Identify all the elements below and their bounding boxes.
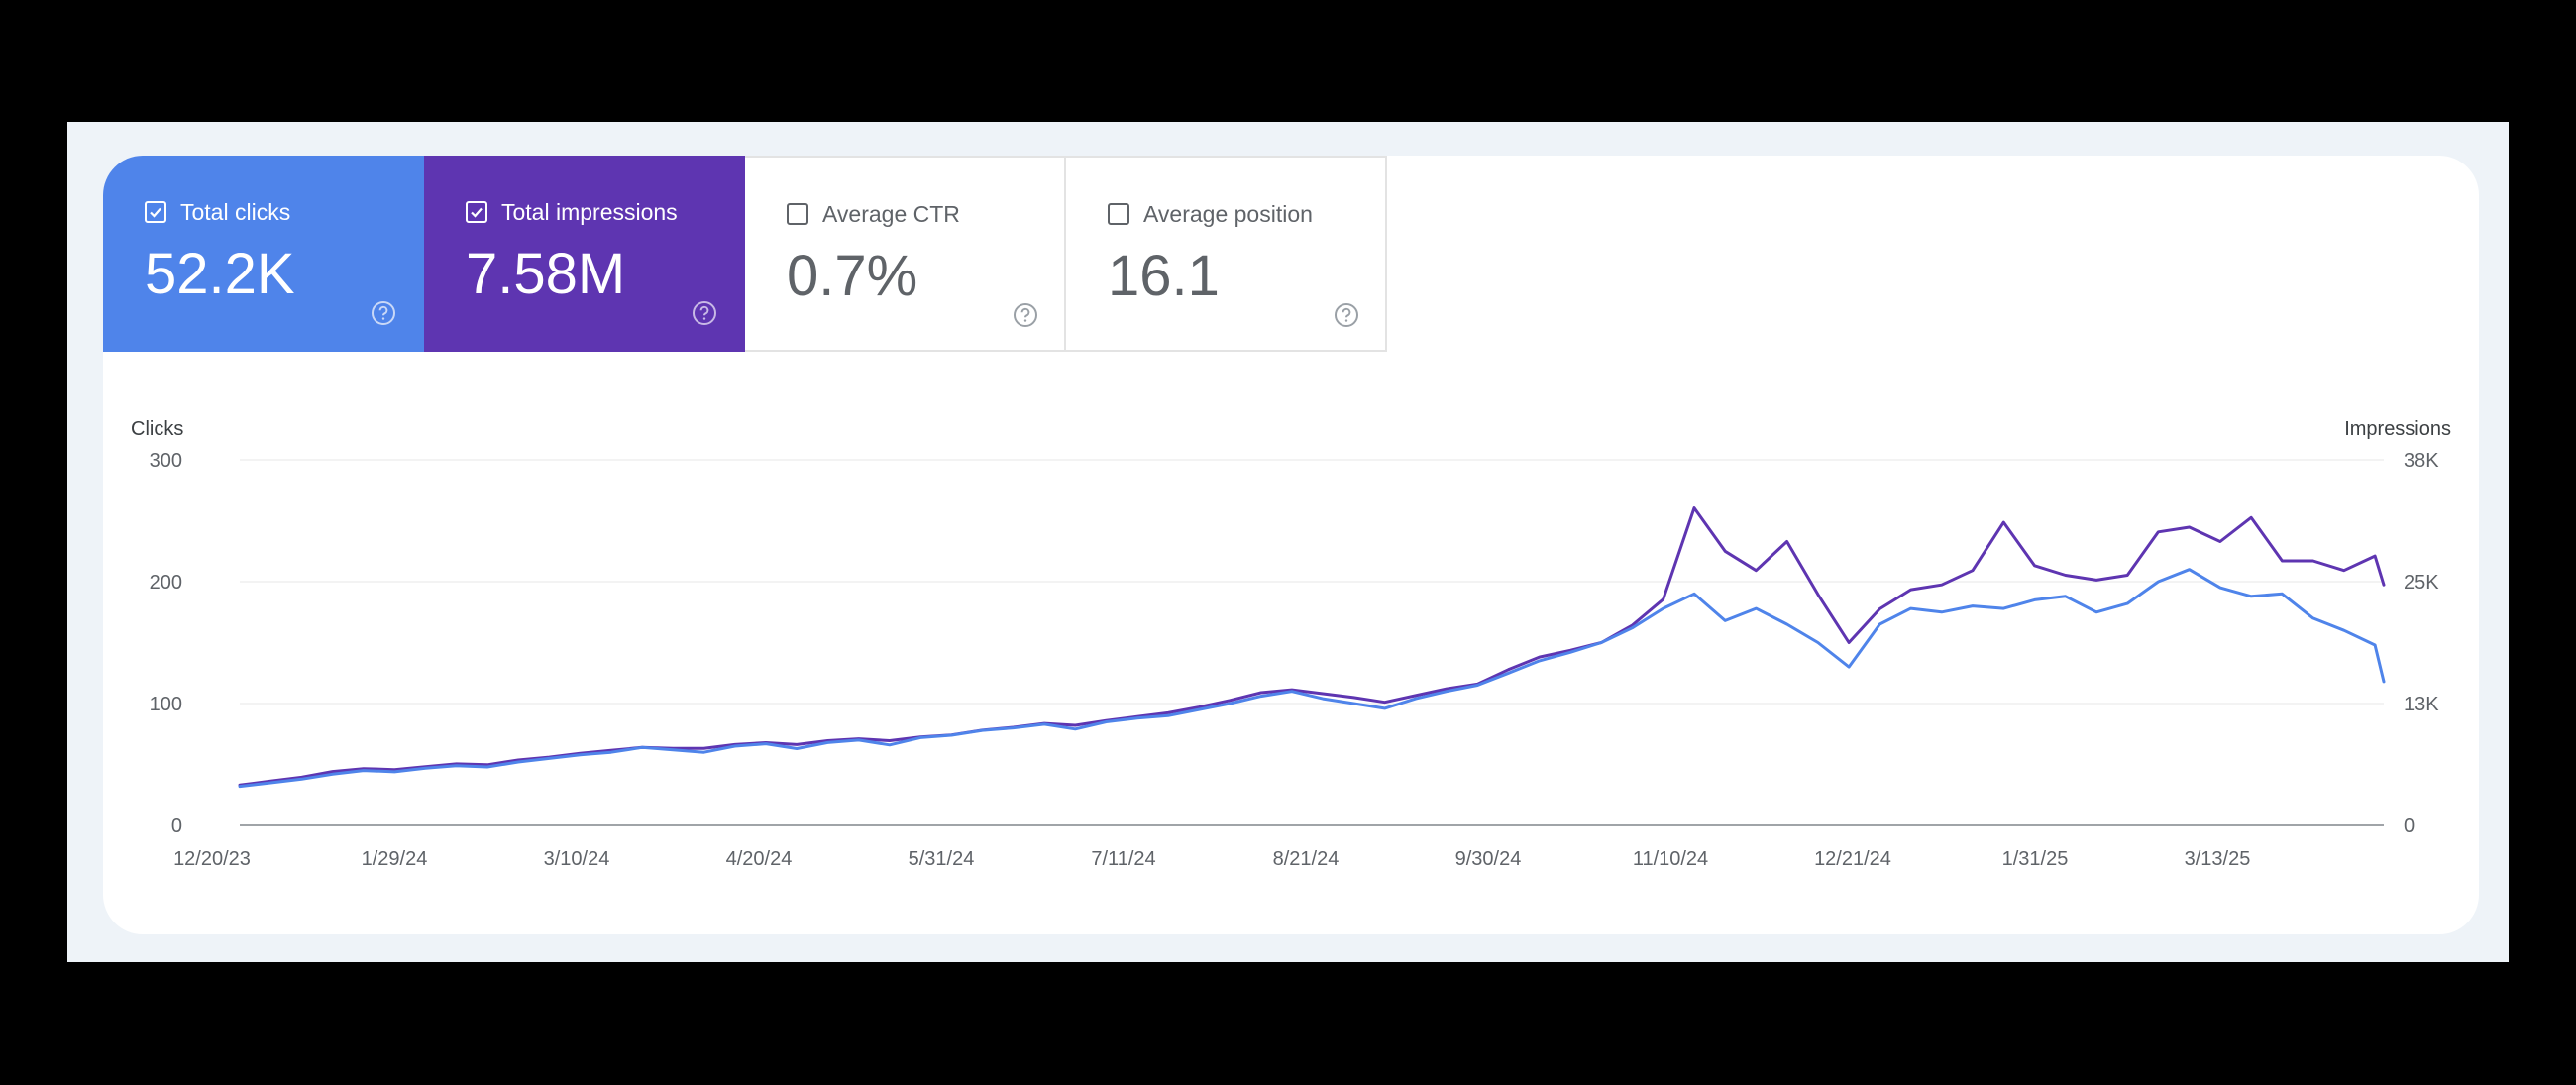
metric-value: 7.58M [466, 242, 626, 306]
y-tick-label-left: 300 [150, 450, 182, 472]
x-tick-label: 7/11/24 [1091, 848, 1155, 870]
checkbox-unchecked-icon[interactable] [1108, 203, 1129, 225]
x-tick-label: 11/10/24 [1633, 848, 1708, 870]
x-tick-label: 12/20/23 [173, 848, 251, 870]
y-axis-title-left: Clicks [131, 418, 183, 440]
x-tick-label: 1/29/24 [362, 848, 428, 870]
metric-label: Total impressions [501, 199, 678, 225]
metric-tile-average-ctr[interactable]: Average CTR 0.7% [745, 156, 1066, 352]
checkbox-checked-icon[interactable] [145, 201, 166, 223]
y-tick-label-left: 200 [150, 572, 182, 594]
x-tick-label: 4/20/24 [726, 848, 793, 870]
checkbox-checked-icon[interactable] [466, 201, 487, 223]
metric-tile-total-clicks[interactable]: Total clicks 52.2K [103, 156, 424, 352]
help-icon[interactable] [1013, 302, 1038, 328]
x-tick-label: 9/30/24 [1455, 848, 1522, 870]
x-tick-label: 12/21/24 [1814, 848, 1891, 870]
x-tick-label: 3/13/25 [2185, 848, 2251, 870]
y-tick-label-left: 100 [150, 694, 182, 715]
performance-card: Total clicks 52.2K Total impressions 7.5… [103, 156, 2479, 934]
y-axis-title-right: Impressions [2344, 418, 2451, 440]
metric-value: 0.7% [787, 244, 918, 308]
y-tick-label-left: 0 [171, 815, 182, 837]
x-tick-label: 1/31/25 [2002, 848, 2069, 870]
x-tick-label: 3/10/24 [544, 848, 610, 870]
checkbox-unchecked-icon[interactable] [787, 203, 808, 225]
metric-value: 52.2K [145, 242, 295, 306]
help-icon[interactable] [371, 300, 396, 326]
y-tick-label-right: 38K [2404, 450, 2439, 472]
metric-tile-total-impressions[interactable]: Total impressions 7.58M [424, 156, 745, 352]
y-tick-label-right: 13K [2404, 694, 2439, 715]
help-icon[interactable] [1334, 302, 1359, 328]
y-tick-label-right: 0 [2404, 815, 2415, 837]
metric-tile-average-position[interactable]: Average position 16.1 [1066, 156, 1387, 352]
help-icon[interactable] [692, 300, 717, 326]
metric-label: Total clicks [180, 199, 291, 225]
impressions-series-line [238, 506, 2386, 787]
metric-label: Average position [1143, 201, 1313, 227]
clicks-series-line [238, 568, 2386, 789]
metric-value: 16.1 [1108, 244, 1220, 308]
y-tick-label-right: 25K [2404, 572, 2439, 594]
x-tick-label: 8/21/24 [1273, 848, 1340, 870]
report-frame: Total clicks 52.2K Total impressions 7.5… [67, 122, 2509, 962]
metric-label: Average CTR [822, 201, 960, 227]
x-tick-label: 5/31/24 [909, 848, 975, 870]
